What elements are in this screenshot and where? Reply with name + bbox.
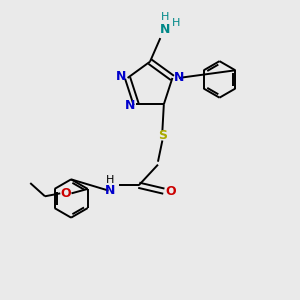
- Text: N: N: [105, 184, 116, 197]
- Text: N: N: [160, 23, 170, 36]
- Text: O: O: [60, 187, 71, 200]
- Text: S: S: [158, 129, 167, 142]
- Text: N: N: [174, 71, 184, 84]
- Text: N: N: [124, 99, 135, 112]
- Text: H: H: [106, 175, 114, 185]
- Text: N: N: [116, 70, 126, 83]
- Text: O: O: [165, 184, 175, 198]
- Text: H: H: [160, 12, 169, 22]
- Text: H: H: [171, 17, 180, 28]
